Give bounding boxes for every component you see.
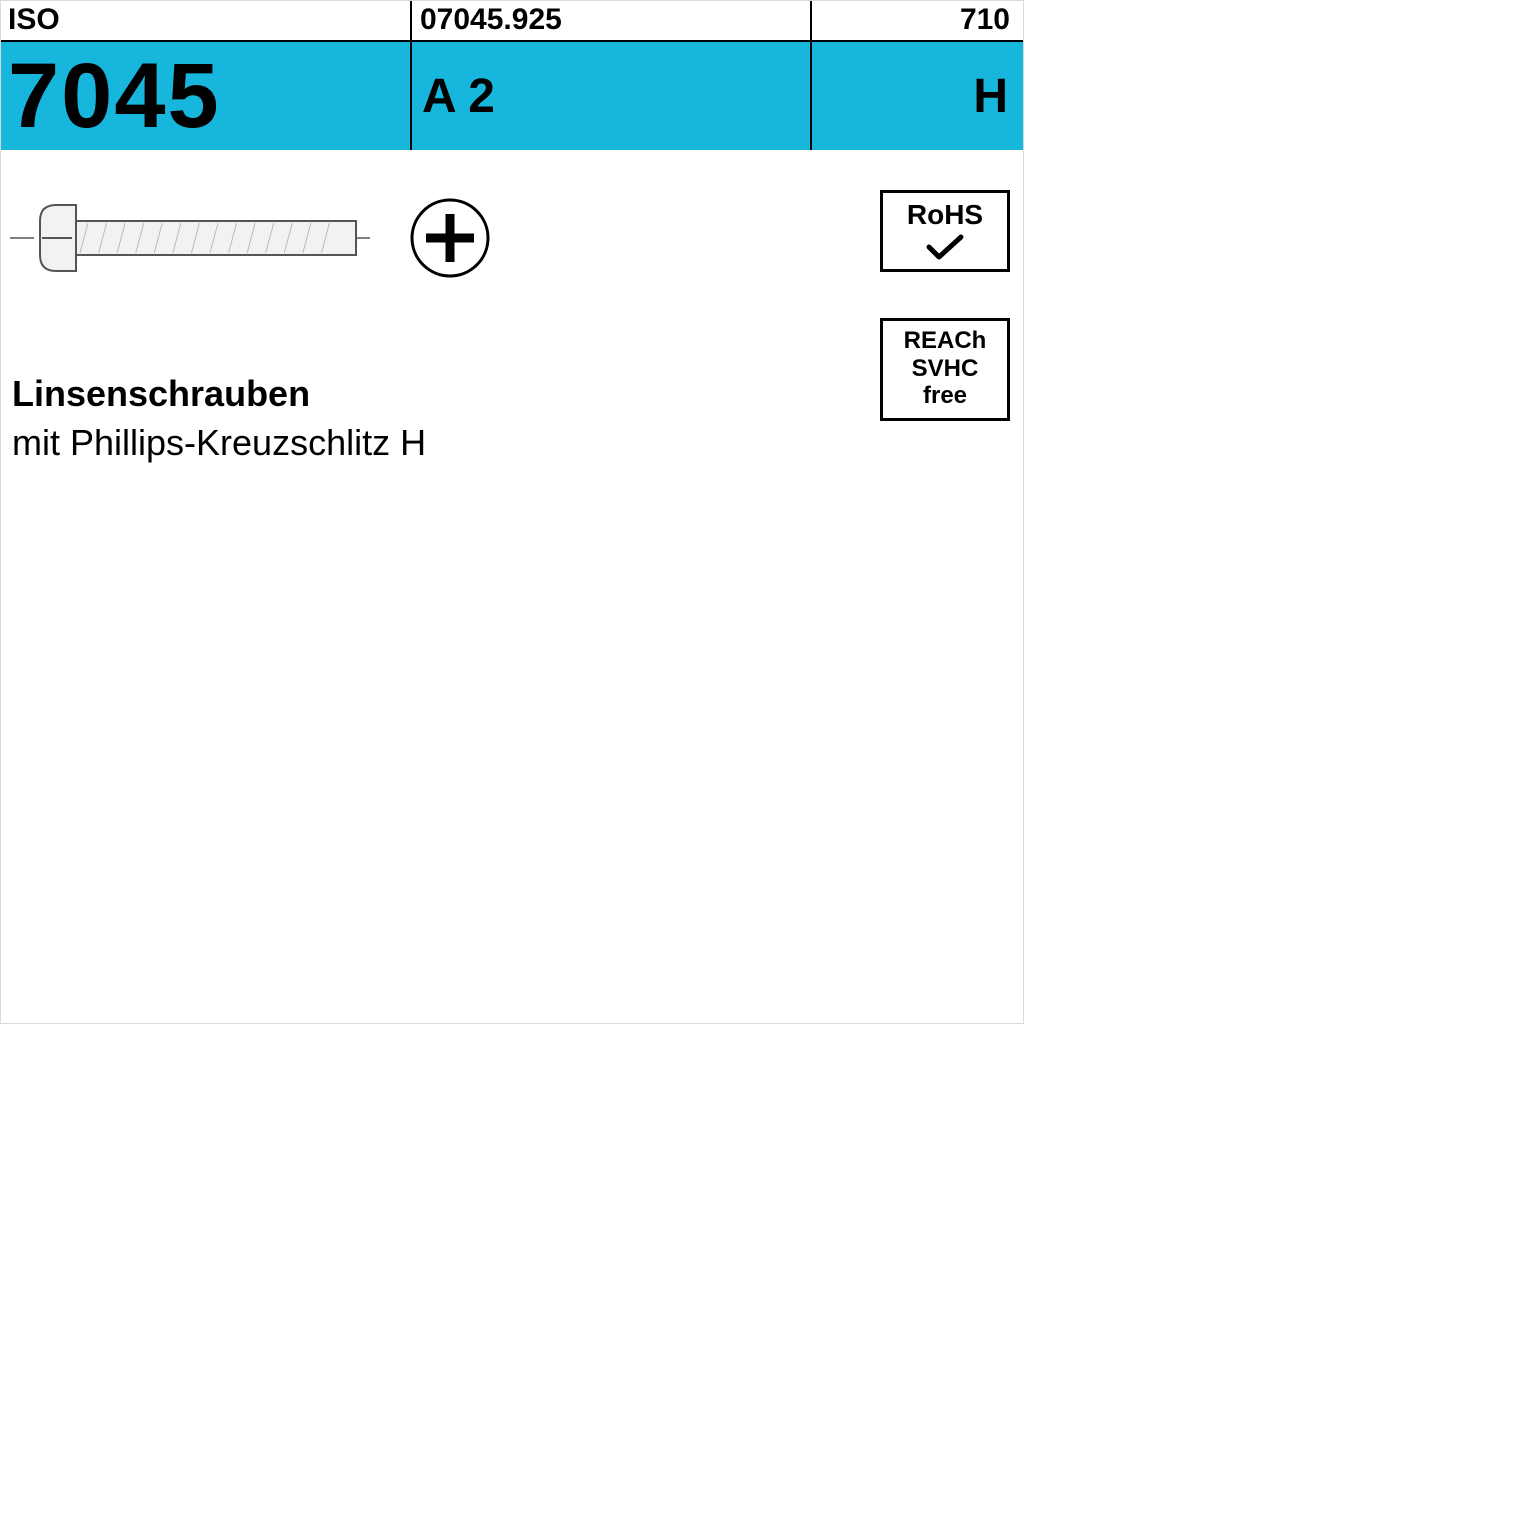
screw-diagram [0, 170, 1024, 335]
check-icon [925, 233, 965, 261]
spec-band: 7045 A 2 H [0, 42, 1024, 150]
reach-line1: REACh [887, 327, 1003, 355]
outer-border [0, 0, 1024, 1024]
screw-svg [0, 170, 1024, 330]
rohs-badge: RoHS [880, 190, 1010, 272]
label-canvas: ISO 07045.925 710 7045 A 2 H Linsenschra… [0, 0, 1024, 1024]
rohs-label: RoHS [907, 199, 983, 230]
band-number-cell: 7045 [0, 42, 410, 150]
band-material: A 2 [410, 42, 810, 150]
description-block: Linsenschrauben mit Phillips-Kreuzschlit… [12, 370, 426, 467]
reach-line2: SVHC [887, 355, 1003, 383]
header-article: 07045.925 [410, 0, 810, 40]
iso-number: 7045 [8, 50, 221, 142]
header-code: 710 [810, 0, 1024, 40]
description-line2: mit Phillips-Kreuzschlitz H [12, 419, 426, 468]
reach-badge: REACh SVHC free [880, 318, 1010, 421]
header-iso: ISO [0, 0, 410, 40]
band-drive: H [810, 42, 1024, 150]
reach-line3: free [887, 382, 1003, 410]
header-row: ISO 07045.925 710 [0, 0, 1024, 42]
description-line1: Linsenschrauben [12, 370, 426, 419]
